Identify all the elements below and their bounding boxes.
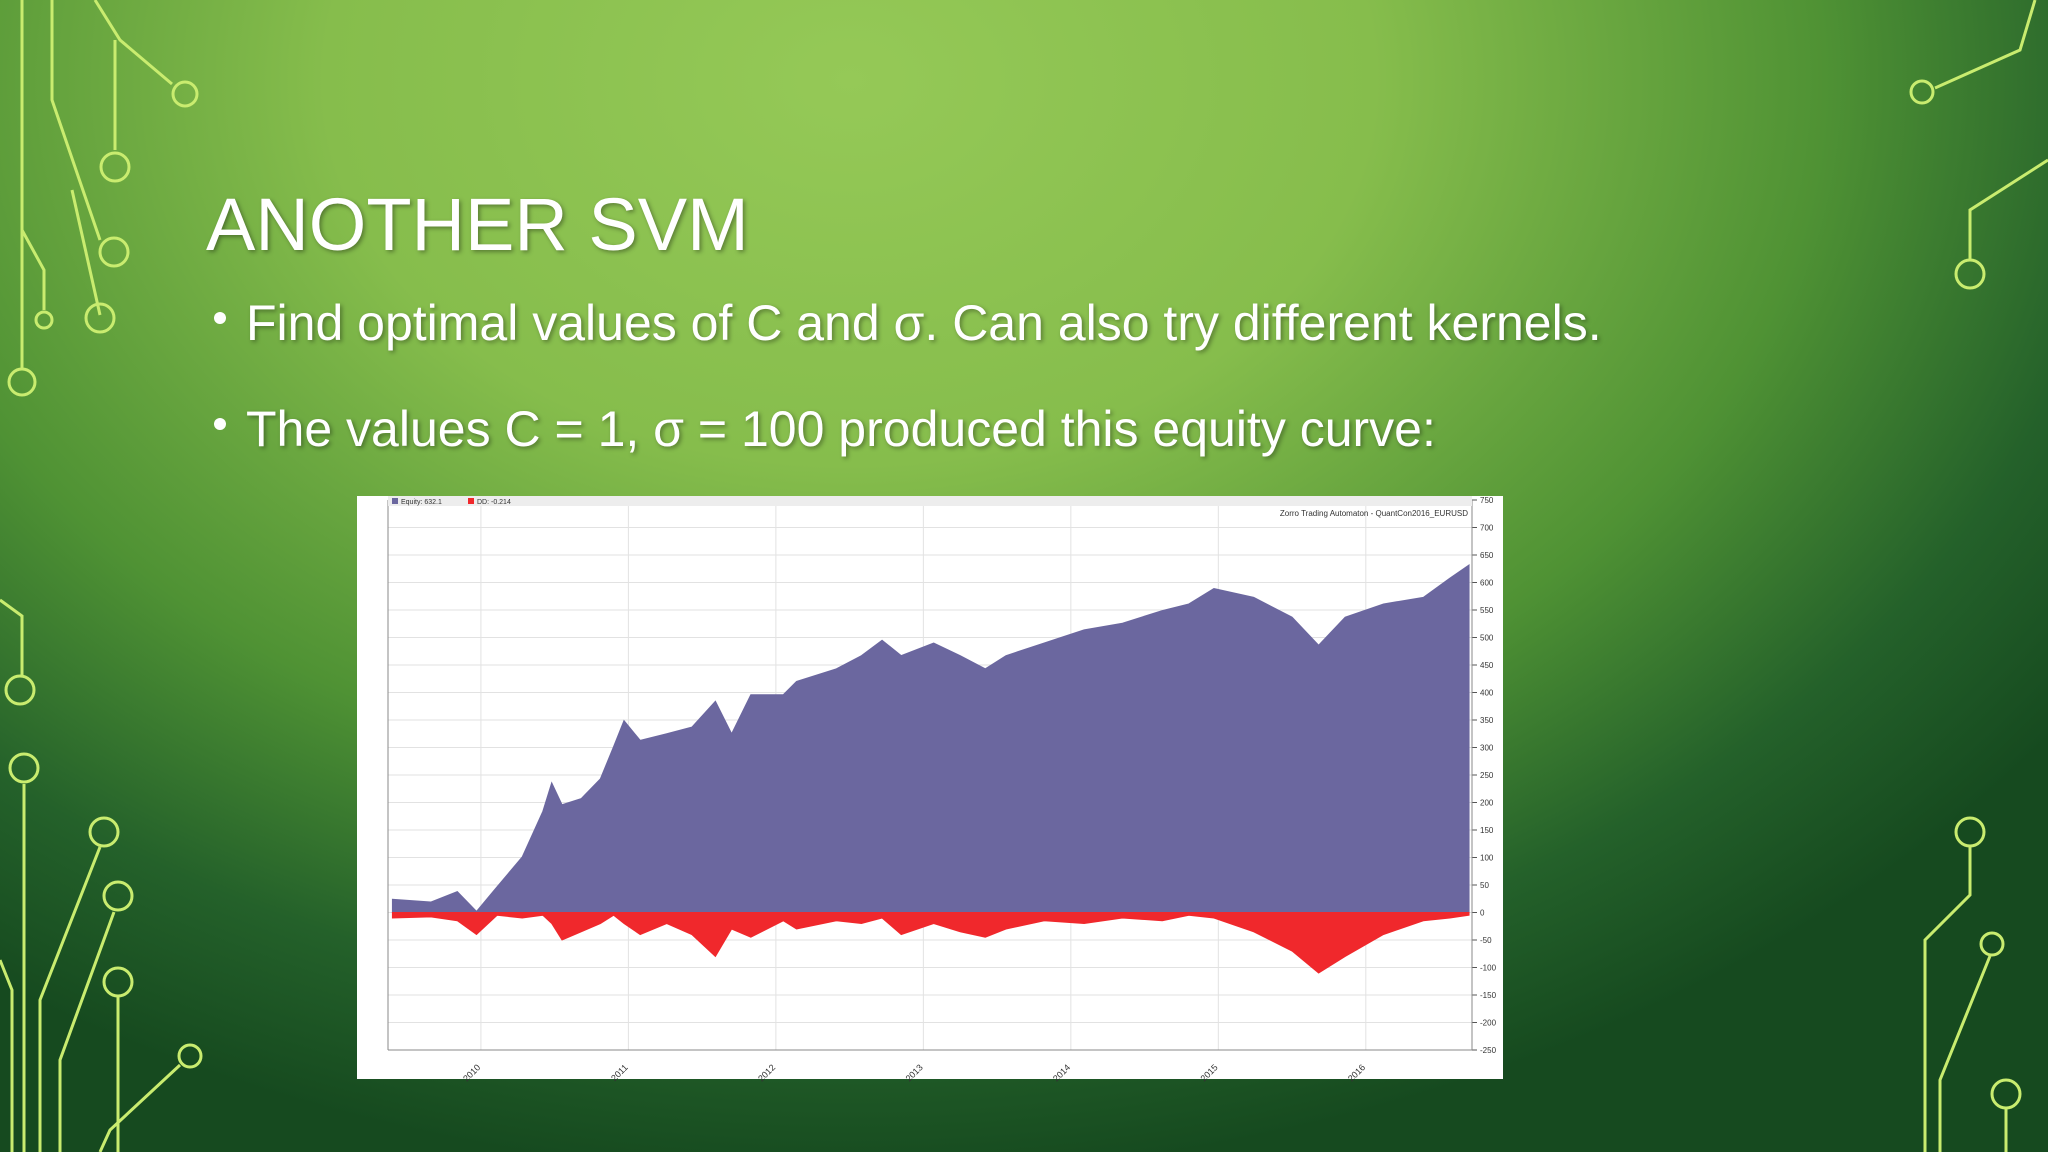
y-tick-label: -250: [1480, 1046, 1497, 1055]
y-tick-label: 550: [1480, 606, 1494, 615]
y-tick-label: 400: [1480, 689, 1494, 698]
legend-label: Equity: 632.1: [401, 499, 442, 506]
slide-title: ANOTHER SVM: [206, 183, 749, 266]
y-tick-label: 200: [1480, 799, 1494, 808]
bullet-dot: [214, 312, 226, 324]
bullet-text: The values C = 1, σ = 100 produced this …: [246, 401, 1436, 457]
bullet-dot: [214, 418, 226, 430]
y-tick-label: 450: [1480, 661, 1494, 670]
y-tick-label: 650: [1480, 551, 1494, 560]
bullet-text: Find optimal values of C and σ. Can also…: [246, 295, 1602, 351]
legend-swatch: [468, 498, 474, 504]
legend-label: DD: -0.214: [477, 499, 511, 506]
y-tick-label: 100: [1480, 854, 1494, 863]
chart: -250 -200 -150 -100 -50 0 50 100 150 200 250 300 350…: [387, 496, 1497, 1084]
y-tick-label: 250: [1480, 771, 1494, 780]
chart-title: Zorro Trading Automaton - QuantCon2016_E…: [1280, 509, 1468, 518]
y-tick-label: 700: [1480, 524, 1494, 533]
y-tick-label: 0: [1480, 909, 1485, 918]
y-tick-label: 350: [1480, 716, 1494, 725]
y-tick-label: 50: [1480, 881, 1489, 890]
y-tick-label: 750: [1480, 496, 1494, 505]
y-tick-label: 300: [1480, 744, 1494, 753]
y-tick-label: -150: [1480, 991, 1497, 1000]
y-tick-label: 600: [1480, 579, 1494, 588]
legend-swatch: [392, 498, 398, 504]
legend-bar: [388, 496, 1472, 506]
area: [391, 912, 1470, 974]
y-tick-label: 500: [1480, 634, 1494, 643]
y-tick-label: 150: [1480, 826, 1494, 835]
y-tick-label: -100: [1480, 964, 1497, 973]
area: [391, 563, 1470, 913]
y-tick-label: -200: [1480, 1019, 1497, 1028]
y-tick-label: -50: [1480, 936, 1492, 945]
